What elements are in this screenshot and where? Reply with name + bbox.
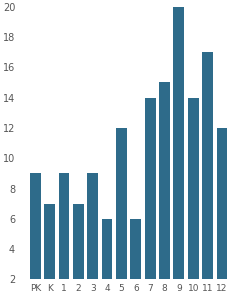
Bar — [59, 173, 69, 296]
Bar — [174, 7, 184, 296]
Bar — [116, 128, 127, 296]
Bar — [145, 98, 156, 296]
Bar — [44, 204, 55, 296]
Bar — [130, 219, 141, 296]
Bar — [216, 128, 227, 296]
Bar — [188, 98, 199, 296]
Bar — [159, 83, 170, 296]
Bar — [202, 52, 213, 296]
Bar — [30, 173, 41, 296]
Bar — [87, 173, 98, 296]
Bar — [73, 204, 84, 296]
Bar — [102, 219, 113, 296]
